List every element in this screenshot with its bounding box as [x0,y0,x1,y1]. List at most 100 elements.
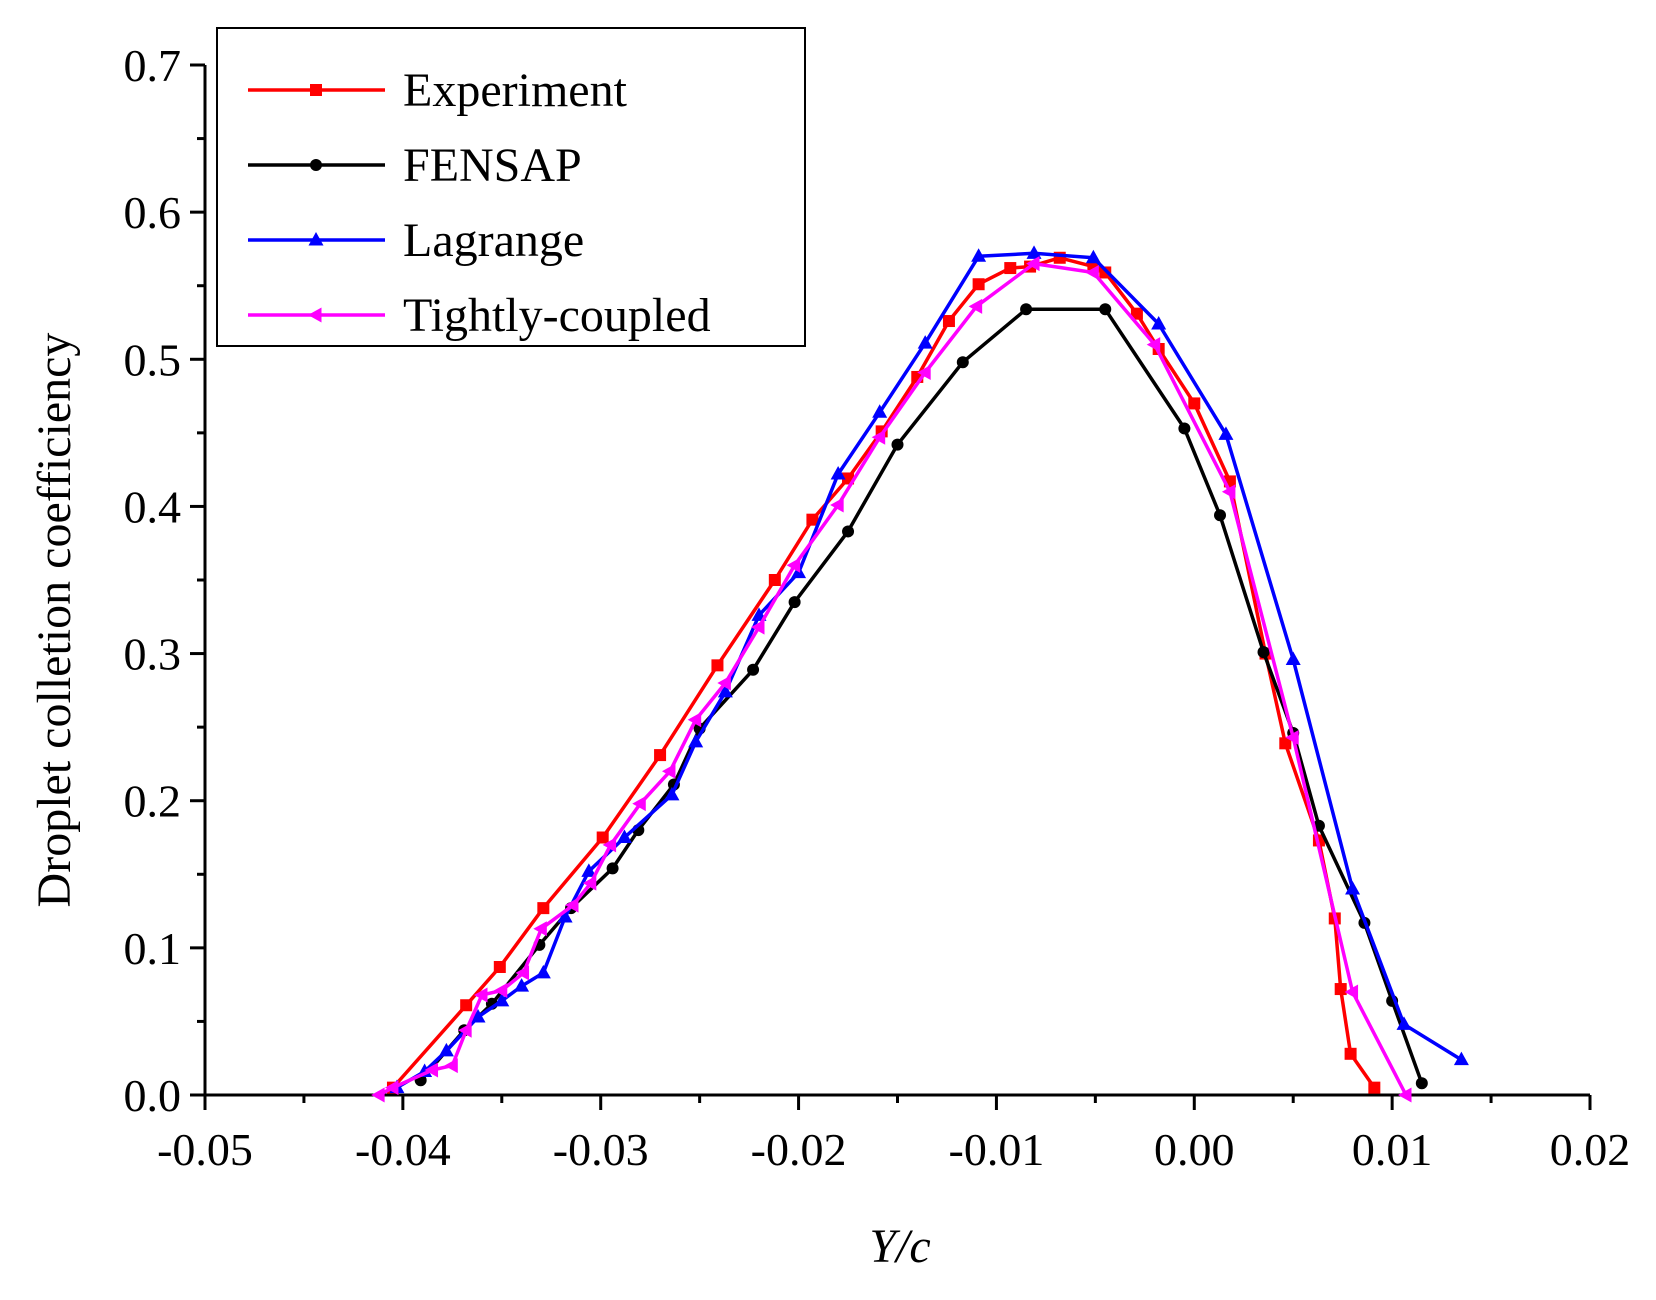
data-point-tightly-coupled [493,983,508,999]
data-point-experiment [1188,397,1201,410]
y-tick-label: 0.1 [124,923,182,974]
data-point-lagrange [1396,1016,1412,1030]
data-point-experiment [460,999,473,1012]
legend-item-fensap: FENSAP [248,139,582,192]
y-tick-label: 0.6 [124,187,182,238]
data-point-experiment [537,902,550,915]
x-axis: -0.05 -0.04 -0.03 -0.02 -0.01 0.00 0.01 0.02 [157,1095,1630,1175]
data-point-lagrange [535,964,551,979]
data-point-tightly-coupled [968,298,983,314]
x-tick-label: 0.02 [1550,1124,1631,1175]
data-point-tightly-coupled [602,837,617,853]
data-point-tightly-coupled [424,1062,439,1078]
data-point-tightly-coupled [661,763,676,779]
data-point-tightly-coupled [717,675,731,691]
legend-marker-tightly-coupled [308,307,322,323]
data-point-tightly-coupled [751,619,765,635]
data-point-experiment [972,278,985,291]
data-point-lagrange [830,466,846,480]
legend-item-experiment: Experiment [248,64,628,117]
y-tick-label: 0.0 [124,1070,182,1121]
data-point-experiment [493,960,506,973]
data-point-experiment [942,315,955,328]
data-point-lagrange [1026,245,1042,259]
data-point-lagrange [1285,651,1301,665]
data-point-lagrange [1345,881,1361,895]
data-point-experiment [1344,1047,1357,1060]
legend-item-lagrange: Lagrange [248,214,584,267]
data-point-lagrange [557,908,573,923]
data-point-tightly-coupled [1397,1087,1412,1103]
data-point-experiment [1334,983,1347,996]
data-point-lagrange [616,829,632,843]
data-point-lagrange [514,978,530,992]
data-point-experiment [654,749,667,762]
data-point-tightly-coupled [371,1087,385,1103]
data-point-tightly-coupled [1344,984,1359,1000]
data-point-lagrange [1453,1051,1469,1066]
data-point-fensap [788,596,801,609]
y-axis-title: Droplet colletion coefficiency [28,333,81,908]
data-point-tightly-coupled [687,712,702,728]
data-point-tightly-coupled [515,965,530,981]
x-tick-label: -0.01 [949,1124,1045,1175]
data-point-lagrange [438,1042,454,1057]
legend-label-experiment: Experiment [403,64,628,117]
data-point-fensap [956,356,969,369]
data-point-tightly-coupled [1026,256,1040,272]
data-point-tightly-coupled [582,875,597,891]
y-tick-label: 0.4 [124,481,182,532]
data-point-lagrange [1218,426,1234,440]
data-point-tightly-coupled [565,897,579,913]
y-axis: 0.0 0.1 0.2 0.3 0.4 0.5 0.6 0.7 [124,40,205,1121]
data-point-experiment [768,574,781,586]
data-point-tightly-coupled [871,429,886,445]
data-point-lagrange [1085,249,1101,264]
y-tick-label: 0.2 [124,776,182,827]
legend-marker-lagrange [308,232,324,246]
data-point-fensap [1257,646,1270,659]
legend-item-tightly-coupled: Tightly-coupled [248,289,711,342]
data-point-experiment [806,513,819,526]
x-tick-label: 0.01 [1352,1124,1433,1175]
series-line-fensap [419,307,1424,1084]
data-point-tightly-coupled [474,987,488,1003]
data-point-experiment [596,831,609,844]
data-point-lagrange [971,248,987,262]
legend-label-tightly-coupled: Tightly-coupled [403,289,711,342]
data-point-lagrange [494,992,510,1007]
data-point-experiment [1368,1081,1381,1094]
series-layer [371,245,1469,1103]
series-experiment [386,251,1381,1094]
data-point-tightly-coupled [786,557,801,573]
data-point-tightly-coupled [533,921,547,937]
data-point-tightly-coupled [384,1080,399,1096]
y-tick-label: 0.5 [124,334,182,385]
data-point-lagrange [581,863,597,877]
y-tick-label: 0.7 [124,40,182,91]
data-point-fensap [1415,1077,1428,1090]
legend-marker-fensap [310,159,322,171]
data-point-experiment [1279,737,1292,750]
data-point-lagrange [872,404,888,418]
data-point-fensap [747,663,760,676]
data-point-tightly-coupled [917,365,931,381]
legend-box [216,27,806,347]
x-axis-title: Y/c [869,1220,930,1273]
data-point-tightly-coupled [444,1058,458,1074]
series-line-tightly-coupled [378,261,1408,1097]
series-line-experiment [391,256,1376,1089]
legend: Experiment FENSAP Lagrange Tightly-coupled [216,27,806,347]
data-point-fensap [1099,303,1112,316]
data-point-fensap [606,862,619,875]
data-point-lagrange [1151,315,1167,330]
x-tick-label: -0.05 [157,1124,253,1175]
data-point-tightly-coupled [458,1022,472,1038]
data-point-tightly-coupled [1085,264,1099,280]
data-point-experiment [1130,307,1143,320]
data-point-fensap [842,525,855,538]
legend-label-fensap: FENSAP [403,139,582,192]
data-point-lagrange [664,786,680,801]
data-point-tightly-coupled [1285,729,1299,745]
